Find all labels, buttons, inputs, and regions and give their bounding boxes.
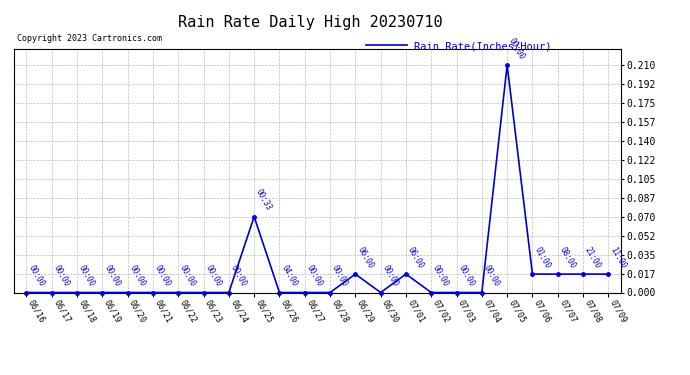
Text: 21:00: 21:00 [583, 245, 602, 270]
Text: 00:00: 00:00 [305, 264, 324, 288]
Text: 00:00: 00:00 [102, 264, 121, 288]
Text: 00:00: 00:00 [507, 36, 526, 61]
Text: 00:00: 00:00 [482, 264, 501, 288]
Text: Copyright 2023 Cartronics.com: Copyright 2023 Cartronics.com [17, 34, 162, 43]
Text: 00:00: 00:00 [128, 264, 147, 288]
Text: 01:00: 01:00 [533, 245, 552, 270]
Text: 00:33: 00:33 [254, 188, 273, 212]
Text: 00:00: 00:00 [153, 264, 172, 288]
Text: 00:00: 00:00 [330, 264, 349, 288]
Text: 08:00: 08:00 [558, 245, 577, 270]
Text: 06:00: 06:00 [355, 245, 375, 270]
Text: 00:00: 00:00 [52, 264, 71, 288]
Text: 06:00: 06:00 [406, 245, 425, 270]
Text: 00:00: 00:00 [381, 264, 400, 288]
Text: 00:00: 00:00 [204, 264, 223, 288]
Text: 00:00: 00:00 [229, 264, 248, 288]
Text: 00:00: 00:00 [457, 264, 476, 288]
Text: Rain Rate(Inches/Hour): Rain Rate(Inches/Hour) [414, 41, 551, 51]
Text: 11:00: 11:00 [609, 245, 628, 270]
Text: 00:00: 00:00 [178, 264, 197, 288]
Text: Rain Rate Daily High 20230710: Rain Rate Daily High 20230710 [178, 15, 443, 30]
Text: 04:00: 04:00 [279, 264, 299, 288]
Text: 00:00: 00:00 [26, 264, 46, 288]
Text: 00:00: 00:00 [431, 264, 451, 288]
Text: 00:00: 00:00 [77, 264, 97, 288]
